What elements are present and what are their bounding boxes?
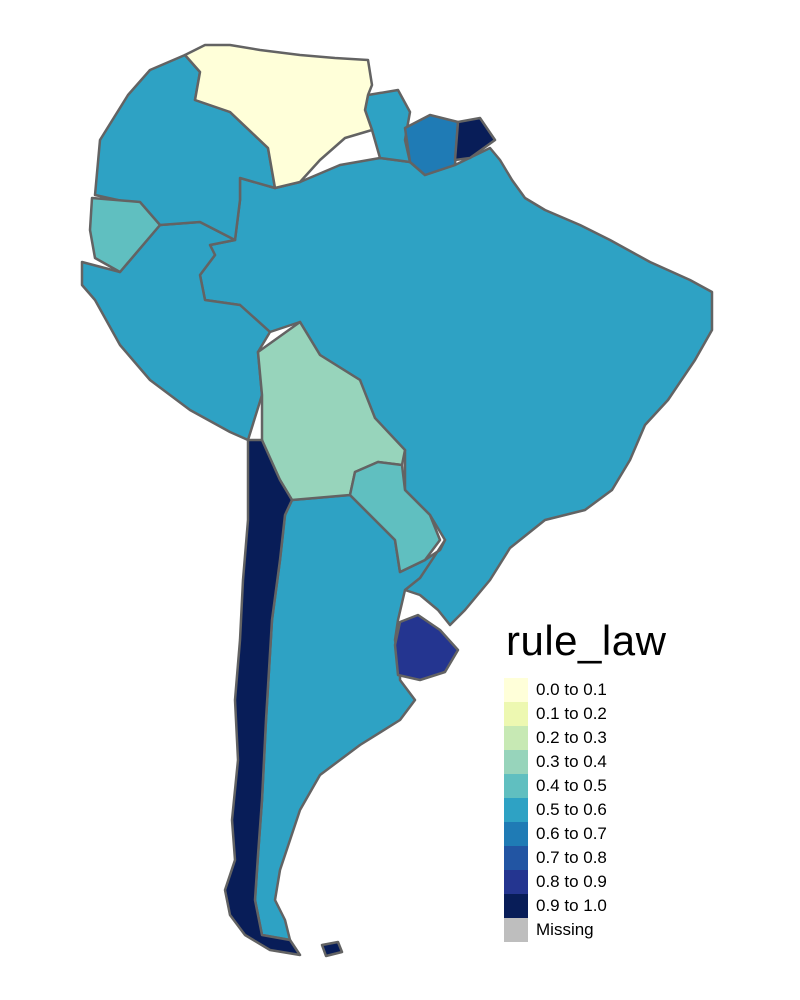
region-venezuela: [183, 43, 374, 190]
legend-item: 0.5 to 0.6: [504, 798, 666, 822]
map-legend: rule_law 0.0 to 0.1 0.1 to 0.2 0.2 to 0.3 0…: [504, 620, 666, 942]
legend-item: 0.7 to 0.8: [504, 846, 666, 870]
region-french-guiana: [453, 116, 497, 162]
legend-label: 0.5 to 0.6: [536, 800, 607, 819]
region-ecuador: [88, 196, 162, 274]
legend-swatch: [504, 894, 528, 918]
legend-item: 0.2 to 0.3: [504, 726, 666, 750]
legend-item: 0.9 to 1.0: [504, 894, 666, 918]
legend-swatch: [504, 702, 528, 726]
legend-label: 0.2 to 0.3: [536, 728, 607, 747]
legend-items: 0.0 to 0.1 0.1 to 0.2 0.2 to 0.3 0.3 to 0.4…: [504, 678, 666, 942]
legend-item: 0.0 to 0.1: [504, 678, 666, 702]
region-falkland-islands: [320, 940, 344, 958]
legend-label: 0.6 to 0.7: [536, 824, 607, 843]
legend-swatch: [504, 774, 528, 798]
legend-swatch: [504, 846, 528, 870]
legend-label: Missing: [536, 920, 594, 939]
legend-item: 0.1 to 0.2: [504, 702, 666, 726]
legend-swatch: [504, 918, 528, 942]
region-chile: [223, 438, 302, 957]
region-paraguay: [348, 460, 442, 574]
legend-label: 0.9 to 1.0: [536, 896, 607, 915]
region-suriname: [403, 113, 460, 177]
legend-swatch: [504, 798, 528, 822]
legend-item: 0.6 to 0.7: [504, 822, 666, 846]
region-uruguay: [393, 613, 460, 682]
legend-item: 0.3 to 0.4: [504, 750, 666, 774]
legend-label: 0.8 to 0.9: [536, 872, 607, 891]
legend-swatch: [504, 678, 528, 702]
legend-label: 0.4 to 0.5: [536, 776, 607, 795]
legend-swatch: [504, 822, 528, 846]
legend-label: 0.0 to 0.1: [536, 680, 607, 699]
legend-item: Missing: [504, 918, 666, 942]
legend-title: rule_law: [506, 617, 667, 664]
legend-label: 0.3 to 0.4: [536, 752, 607, 771]
legend-swatch: [504, 750, 528, 774]
legend-swatch: [504, 870, 528, 894]
legend-label: 0.7 to 0.8: [536, 848, 607, 867]
legend-swatch: [504, 726, 528, 750]
region-brazil: [198, 146, 714, 627]
legend-item: 0.4 to 0.5: [504, 774, 666, 798]
legend-label: 0.1 to 0.2: [536, 704, 607, 723]
legend-item: 0.8 to 0.9: [504, 870, 666, 894]
